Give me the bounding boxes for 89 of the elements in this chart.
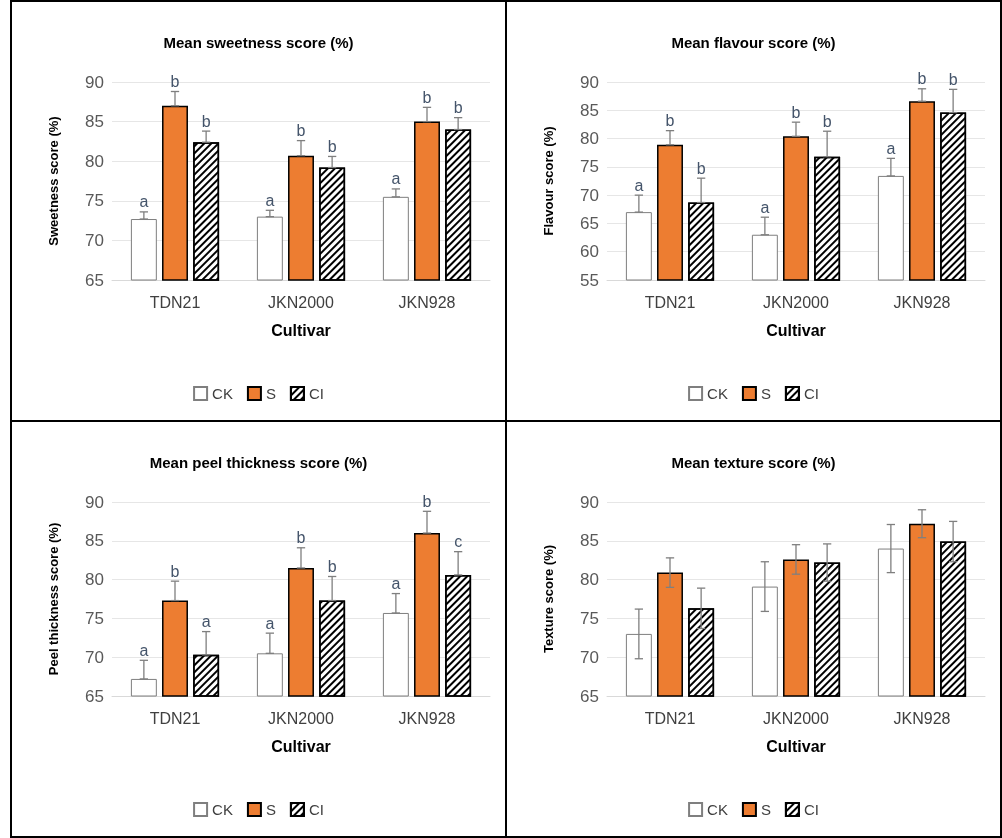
data-label: a: [265, 614, 275, 632]
data-label: b: [665, 112, 675, 130]
data-label: a: [139, 641, 149, 659]
legend-label: S: [760, 801, 771, 818]
data-label: b: [696, 159, 706, 177]
y-tick-label: 70: [580, 185, 599, 205]
y-tick-label: 90: [580, 72, 599, 92]
y-axis-title: Flavour score (%): [541, 126, 556, 236]
y-tick-label: 85: [580, 100, 599, 120]
y-tick-label: 70: [580, 647, 599, 667]
y-tick-label: 70: [85, 647, 104, 667]
data-label: b: [822, 112, 832, 130]
data-label: b: [327, 558, 337, 575]
data-label: b: [296, 122, 306, 140]
chart-title: Mean texture score (%): [671, 454, 836, 471]
y-tick-label: 60: [580, 242, 599, 262]
y-tick-label: 75: [580, 157, 599, 177]
y-tick-label: 55: [580, 270, 599, 290]
data-label: b: [791, 103, 801, 121]
y-tick-label: 65: [85, 270, 104, 290]
data-label: a: [634, 176, 644, 194]
y-tick-label: 80: [85, 570, 104, 590]
legend-label: CI: [803, 801, 819, 818]
x-tick-label: JKN928: [893, 709, 951, 727]
legend-label: CI: [308, 385, 324, 402]
y-tick-label: 90: [580, 492, 599, 512]
y-tick-label: 80: [580, 570, 599, 590]
data-label: b: [327, 137, 337, 155]
x-tick-label: TDN21: [149, 293, 201, 311]
y-axis-title: Peel thickness score (%): [46, 522, 61, 676]
data-label: a: [391, 170, 401, 188]
data-label: a: [886, 139, 896, 157]
data-label: c: [454, 533, 463, 551]
x-tick-label: JKN928: [398, 709, 456, 727]
x-tick-label: JKN2000: [268, 709, 335, 727]
y-tick-label: 85: [580, 531, 599, 551]
x-axis-title: Cultivar: [271, 737, 331, 755]
y-tick-label: 85: [85, 531, 104, 551]
data-label: a: [265, 191, 275, 209]
x-axis-title: Cultivar: [766, 321, 826, 339]
y-axis-title: Texture score (%): [541, 544, 556, 654]
data-label: b: [170, 562, 180, 580]
x-tick-label: TDN21: [149, 709, 201, 727]
legend-label: S: [760, 385, 771, 402]
x-tick-label: JKN928: [398, 293, 456, 311]
y-tick-label: 80: [580, 129, 599, 149]
data-label: b: [296, 529, 306, 547]
y-tick-label: 80: [85, 151, 104, 171]
data-label: b: [948, 70, 958, 88]
y-tick-label: 75: [580, 608, 599, 628]
y-tick-label: 90: [85, 492, 104, 512]
legend-label: CK: [212, 801, 233, 818]
data-label: b: [170, 73, 180, 90]
data-label: b: [201, 112, 211, 130]
x-tick-label: JKN2000: [268, 293, 335, 311]
legend-label: S: [265, 801, 276, 818]
y-tick-label: 90: [85, 72, 104, 92]
data-label: a: [391, 575, 401, 593]
data-label: b: [422, 88, 432, 106]
x-axis-title: Cultivar: [271, 321, 331, 339]
legend-label: CK: [707, 385, 728, 402]
y-tick-label: 75: [85, 191, 104, 211]
data-label: a: [201, 613, 211, 631]
data-label: a: [139, 193, 149, 211]
y-tick-label: 65: [580, 213, 599, 233]
x-axis-title: Cultivar: [766, 737, 826, 755]
y-tick-label: 70: [85, 230, 104, 250]
legend-label: CK: [707, 801, 728, 818]
x-tick-label: TDN21: [644, 293, 696, 311]
y-tick-label: 65: [85, 686, 104, 706]
legend-label: S: [265, 385, 276, 402]
legend-label: CI: [803, 385, 819, 402]
x-tick-label: JKN2000: [763, 293, 830, 311]
legend-label: CK: [212, 385, 233, 402]
legend-label: CI: [308, 801, 324, 818]
y-tick-label: 65: [580, 686, 599, 706]
x-tick-label: JKN928: [893, 293, 951, 311]
data-label: b: [422, 492, 432, 510]
chart-title: Mean flavour score (%): [671, 34, 836, 51]
data-label: a: [760, 198, 770, 216]
data-label: b: [917, 70, 927, 88]
y-tick-label: 85: [85, 112, 104, 132]
y-axis-title: Sweetness score (%): [46, 116, 61, 246]
chart-title: Mean peel thickness score (%): [149, 454, 368, 471]
y-tick-label: 75: [85, 608, 104, 628]
x-tick-label: JKN2000: [763, 709, 830, 727]
chart-title: Mean sweetness score (%): [163, 34, 354, 51]
x-tick-label: TDN21: [644, 709, 696, 727]
data-label: b: [453, 99, 463, 117]
